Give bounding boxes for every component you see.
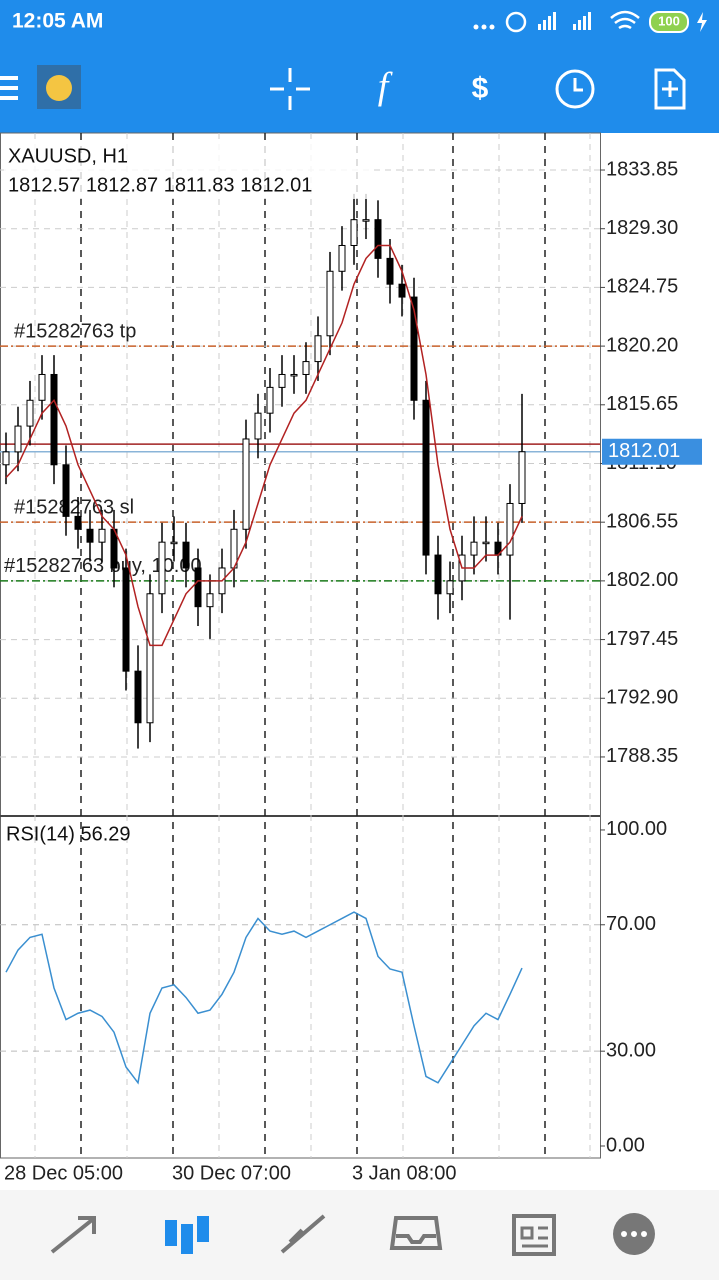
battery-level: 100 xyxy=(658,13,680,28)
y-tick-label: 1797.45 xyxy=(606,628,678,650)
candle-body xyxy=(362,219,370,222)
new-order-button[interactable] xyxy=(654,68,686,110)
candle-body xyxy=(266,386,274,414)
bottom-nav xyxy=(50,1213,655,1256)
nav-bg xyxy=(0,1190,719,1280)
y-tick-label: 0.00 xyxy=(606,1134,645,1156)
candle-body xyxy=(254,412,262,440)
candle-body xyxy=(86,528,94,543)
ohlc-values: 1812.57 1812.87 1811.83 1812.01 xyxy=(8,174,312,196)
candle-body xyxy=(50,373,58,466)
y-tick-label: 1792.90 xyxy=(606,687,678,709)
candle-body xyxy=(146,593,154,724)
candle-body xyxy=(26,399,34,427)
candle-body xyxy=(482,541,490,545)
candle-body xyxy=(2,451,10,466)
quotes-tab[interactable] xyxy=(50,1216,96,1254)
y-tick-label: 1824.75 xyxy=(606,276,678,298)
bid-price: 1812.01 xyxy=(608,440,680,462)
bid-tag xyxy=(602,438,702,465)
y-tick-label: 1829.30 xyxy=(606,217,678,239)
y-tick-label: 1815.65 xyxy=(606,393,678,415)
y-tick-label: 1833.85 xyxy=(606,158,678,180)
indicator-title: RSI(14) 56.29 xyxy=(6,823,131,845)
candle-body xyxy=(398,283,406,298)
y-tick-label: 70.00 xyxy=(606,913,656,935)
trade-tab[interactable] xyxy=(280,1214,326,1254)
rsi-line xyxy=(5,911,523,1085)
candle-body xyxy=(206,593,214,608)
header-bg xyxy=(0,0,719,133)
x-tick-label: 30 Dec 07:00 xyxy=(172,1162,291,1184)
menu-button[interactable] xyxy=(0,76,18,100)
moving-average xyxy=(5,244,523,647)
candle-body xyxy=(506,502,514,556)
candle-body xyxy=(158,541,166,595)
y-tick-label: 30.00 xyxy=(606,1039,656,1061)
candle-body xyxy=(278,373,286,388)
candle-body xyxy=(170,541,178,545)
y-tick-label: 1806.55 xyxy=(606,510,678,532)
candle-body xyxy=(98,528,106,543)
trade-button[interactable]: $ xyxy=(472,72,489,105)
candle-body xyxy=(122,567,130,672)
period-button[interactable] xyxy=(555,69,595,109)
candle-body xyxy=(302,361,310,375)
candle-body xyxy=(386,257,394,285)
candle-body xyxy=(422,399,430,556)
order-label: #15282763 tp xyxy=(14,320,136,342)
status-icons xyxy=(473,10,707,33)
candle-body xyxy=(314,335,322,363)
toolbar: f $ xyxy=(0,65,686,110)
crosshair-button[interactable] xyxy=(270,68,310,110)
order-label: #15282763 sl xyxy=(14,496,134,518)
x-tick-label: 3 Jan 08:00 xyxy=(352,1162,457,1184)
candle-body xyxy=(62,464,70,517)
candle-body xyxy=(410,296,418,401)
y-tick-label: 1820.20 xyxy=(606,334,678,356)
candle-body xyxy=(182,541,190,569)
chart-frame xyxy=(0,132,601,1159)
candle-body xyxy=(242,438,250,530)
candle-body xyxy=(290,373,298,377)
order-label: #15282763 buy, 10.00 xyxy=(4,555,202,577)
history-tab[interactable] xyxy=(389,1216,443,1250)
candle-body xyxy=(470,541,478,556)
symbol-title: XAUUSD, H1 xyxy=(8,145,128,167)
chart-area: 1833.851829.301824.751820.201815.651811.… xyxy=(0,132,702,1184)
news-tab[interactable] xyxy=(512,1214,556,1256)
candle-body xyxy=(14,425,22,453)
candle-body xyxy=(326,270,334,337)
title-bg xyxy=(4,143,374,199)
candle-body xyxy=(134,670,142,724)
candle-body xyxy=(350,219,358,246)
y-tick-label: 1788.35 xyxy=(606,745,678,767)
x-tick-label: 28 Dec 05:00 xyxy=(4,1162,123,1184)
candle-body xyxy=(518,451,526,504)
candle-body xyxy=(74,515,82,530)
candle-body xyxy=(338,244,346,272)
candle-body xyxy=(374,219,382,259)
candle-body xyxy=(434,554,442,595)
chart-tab[interactable] xyxy=(165,1216,209,1254)
candle-body xyxy=(194,567,202,608)
y-tick-label: 1802.00 xyxy=(606,569,678,591)
candle-body xyxy=(446,580,454,595)
y-tick-label: 100.00 xyxy=(606,818,667,840)
clock: 12:05 AM xyxy=(12,10,103,33)
candle-body xyxy=(38,373,46,401)
